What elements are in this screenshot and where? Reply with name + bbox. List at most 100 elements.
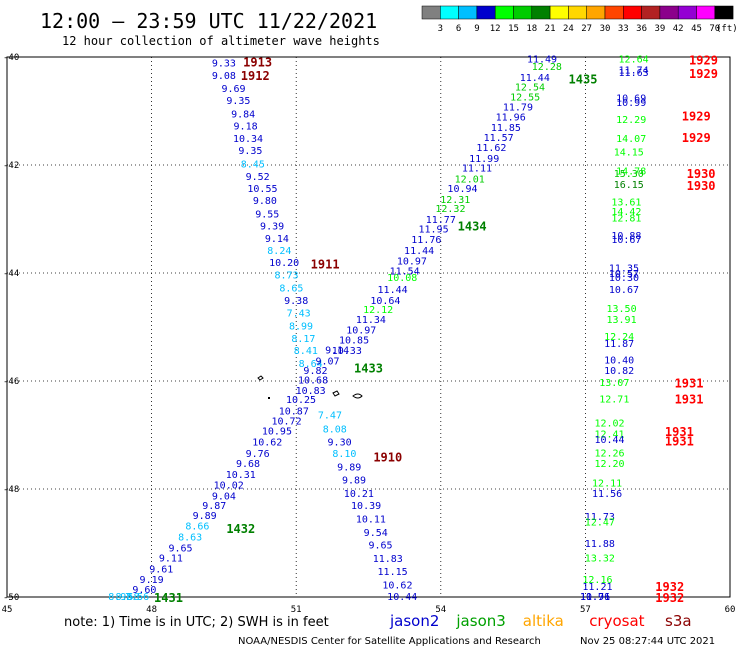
wave-height-label: 7.43 [287,308,311,319]
wave-height-label: 12.47 [585,517,615,528]
wave-height-label: 10.99 [616,98,646,109]
wave-height-label: 11.49 [527,55,557,66]
wave-height-label: 9.14 [265,234,289,245]
colorbar-swatch [531,5,551,20]
wave-height-label: 12.12 [363,305,393,316]
wave-height-label: 9.52 [246,172,270,183]
wave-height-label: 10.31 [226,470,256,481]
wave-height-label: 10.87 [279,407,309,418]
wave-height-label: 12.20 [594,459,624,470]
wave-height-label: 9.69 [221,84,245,95]
colorbar-swatch [476,5,496,20]
wave-height-label: 14.07 [616,134,646,145]
wave-height-label: 11.87 [604,339,634,350]
wave-height-label: 11.44 [378,285,408,296]
wave-height-label: 10.72 [272,416,302,427]
wave-height-label: 14.42 [611,207,641,218]
wave-height-label: 9.68 [236,459,260,470]
wave-height-label: 9.89 [193,511,217,522]
chart-subtitle: 12 hour collection of altimeter wave hei… [62,34,380,48]
colorbar-tick-label: 6 [456,24,461,34]
wave-height-label: 11.74 [619,65,649,76]
wave-height-label: 11.15 [378,567,408,578]
wave-height-label: 11.21 [582,582,612,593]
legend-entry-s3a: s3a [665,612,692,630]
wave-height-label: 8.99 [289,321,313,332]
wave-height-label: 10.30 [609,273,639,284]
wave-height-label: 11.76 [411,235,441,246]
pass-time-label: 1929 [689,54,718,68]
wave-height-label: 11.11 [462,164,492,175]
colorbar-swatch [623,5,642,20]
footer-note: note: 1) Time is in UTC; 2) SWH is in fe… [64,615,329,630]
pass-time-label: 1932 [655,591,684,605]
wave-height-label: 11.95 [419,225,449,236]
pass-time-label: 1931 [665,425,694,439]
wave-height-label: 7.56 [125,592,149,603]
colorbar-swatch [421,5,441,20]
colorbar-tick-label: 33 [618,24,629,34]
pass-time-label: 1432 [226,522,255,536]
wave-height-label: 10.83 [296,386,326,397]
wave-height-label: 12.01 [455,175,485,186]
wave-height-label: 9.18 [234,122,258,133]
island-shape [257,375,363,399]
y-axis-ticks: -40 -42 -44 -46 -48 -50 [3,53,19,603]
wave-height-label: 11.44 [520,73,550,84]
wave-height-label: 13.50 [606,304,636,315]
wave-height-label: 11.63 [619,68,649,79]
wave-height-label: 12.11 [592,479,622,490]
wave-height-label: 10.62 [382,581,412,592]
colorbar-tick-label: 15 [508,24,519,34]
colorbar-tick-label: 30 [600,24,611,34]
wave-height-label: 8.58 [115,592,139,603]
wave-height-label: 11.35 [609,264,639,275]
wave-height-label: 8.10 [332,449,356,460]
colorbar-swatch [604,5,624,20]
wave-height-label: 9.11 [159,554,183,565]
wave-height-label: 11.73 [585,512,615,523]
wave-height-label: 10.94 [447,184,477,195]
satellite-legend: jason2 jason3 altika cryosat s3a [389,612,692,630]
colorbar-tick-label: 9 [474,24,479,34]
wave-height-label: 11.62 [476,143,506,154]
wave-height-label: 9.84 [231,110,255,121]
wave-height-label: 9.35 [238,146,262,157]
wave-height-label: 11.96 [496,112,526,123]
wave-height-label: 12.29 [616,115,646,126]
wave-height-label: 10.95 [262,427,292,438]
wave-height-label: 12.41 [594,429,624,440]
pass-time-label: 1929 [689,67,718,81]
y-tick-label: -48 [3,485,19,495]
wave-height-label: 11.99 [469,154,499,165]
colorbar-tick-label: 24 [563,24,574,34]
legend-entry-jason3: jason3 [455,612,505,630]
colorbar-tick-label: 70 [709,24,720,34]
wave-height-label: 11.54 [390,266,420,277]
colorbar-swatch [586,5,606,20]
colorbar-tick-label: 18 [526,24,537,34]
colorbar-tick-label: 39 [654,24,665,34]
colorbar-tick-label: 3 [438,24,443,34]
wave-height-label: 8.24 [267,246,291,257]
wave-height-label: 11.79 [503,103,533,114]
x-tick-label: 51 [291,605,302,615]
colorbar-unit: (ft) [716,24,738,34]
wave-height-label: 8.08 [323,425,347,436]
wave-height-label: 11.83 [373,554,403,565]
x-tick-label: 57 [580,605,591,615]
wave-height-label: 8.63 [178,533,202,544]
wave-height-label: 8.41 [294,346,318,357]
wave-height-label: 10.08 [387,273,417,284]
x-tick-label: 60 [725,605,736,615]
wave-height-label: 11.77 [426,215,456,226]
wave-height-label: 9.39 [260,221,284,232]
wave-height-label: 10.20 [269,258,299,269]
wave-height-label: 9.07 [315,356,339,367]
x-tick-label: 45 [2,605,13,615]
wave-height-label: 8.17 [291,334,315,345]
wave-height-label: 10.62 [252,437,282,448]
wave-height-label: 10.44 [387,592,417,603]
y-tick-label: -44 [3,269,19,279]
